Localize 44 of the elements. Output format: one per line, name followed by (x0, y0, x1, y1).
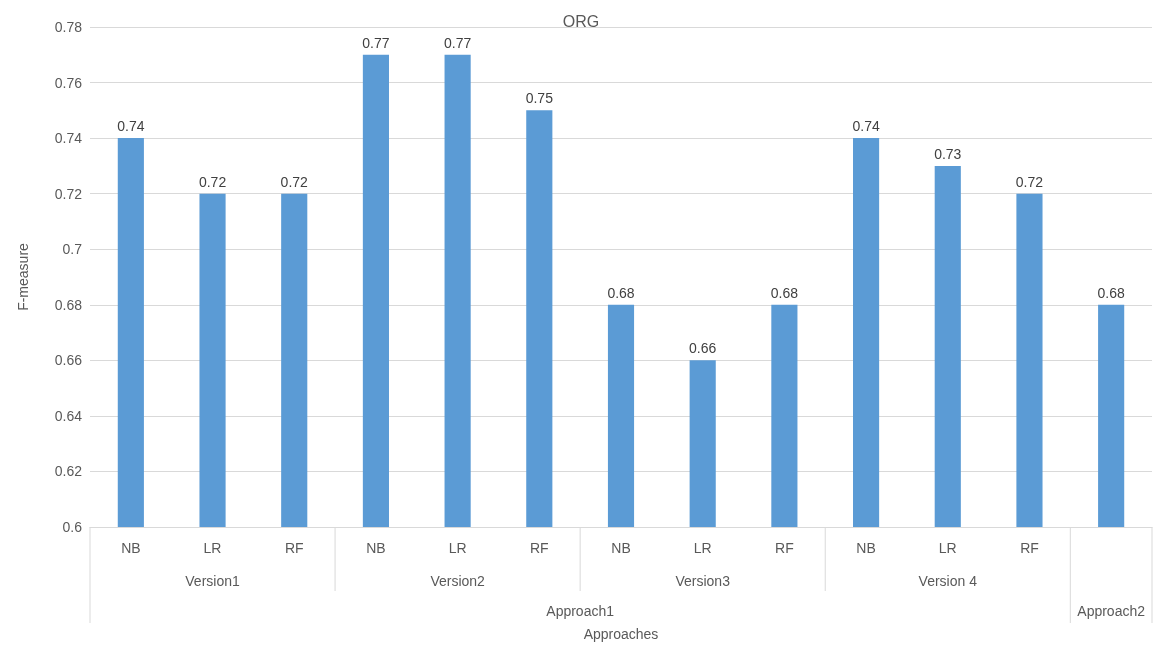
y-tick-label: 0.78 (54, 19, 83, 35)
x-axis-title: Approaches (583, 626, 659, 642)
data-label: 0.68 (1097, 284, 1125, 301)
data-label: 0.72 (280, 173, 309, 190)
x-tick-label: NB (121, 540, 141, 556)
y-tick-label: 0.7 (62, 241, 83, 258)
data-label: 0.68 (770, 284, 799, 301)
text: Version3 (675, 573, 731, 589)
chart-title: ORG (562, 12, 600, 30)
data-label: 0.72 (1015, 173, 1044, 190)
y-axis-title: F-measure (15, 242, 31, 311)
data-label: 0.66 (689, 340, 717, 357)
y-tick-label: 0.62 (54, 463, 83, 480)
x-tick-label: NB (611, 540, 631, 556)
text: Version 4 (918, 573, 978, 589)
x-tick-label: NB (366, 540, 386, 556)
data-label: 0.72 (198, 173, 227, 190)
y-tick-label: 0.68 (54, 296, 83, 313)
data-label: 0.77 (443, 34, 472, 51)
y-tick-label: 0.64 (54, 407, 83, 424)
data-label: 0.77 (362, 34, 390, 51)
x-tick-label: RF (775, 540, 794, 556)
x-tick-label: RF (529, 540, 549, 556)
y-tick-label: 0.66 (54, 352, 83, 369)
data-label: 0.74 (117, 118, 145, 135)
text: Approach1 (546, 603, 615, 619)
x-tick-label: LR (203, 540, 222, 556)
y-tick-label: 0.6 (62, 519, 83, 535)
data-label: 0.68 (607, 284, 635, 301)
x-tick-label: RF (284, 540, 304, 556)
text: Approach2 (1077, 603, 1146, 619)
y-tick-label: 0.74 (54, 130, 83, 147)
y-tick-label: 0.72 (54, 185, 83, 202)
x-tick-label: RF (1020, 540, 1039, 556)
y-tick-label: 0.76 (54, 74, 83, 91)
text: Version1 (185, 573, 240, 589)
x-tick-label: LR (693, 540, 712, 556)
x-tick-label: NB (856, 540, 876, 556)
data-label: 0.74 (852, 118, 880, 135)
data-label: 0.75 (525, 90, 554, 107)
x-tick-label: LR (448, 540, 467, 556)
x-tick-label: LR (938, 540, 957, 556)
text: Version2 (430, 573, 486, 589)
data-label: 0.73 (934, 145, 962, 162)
